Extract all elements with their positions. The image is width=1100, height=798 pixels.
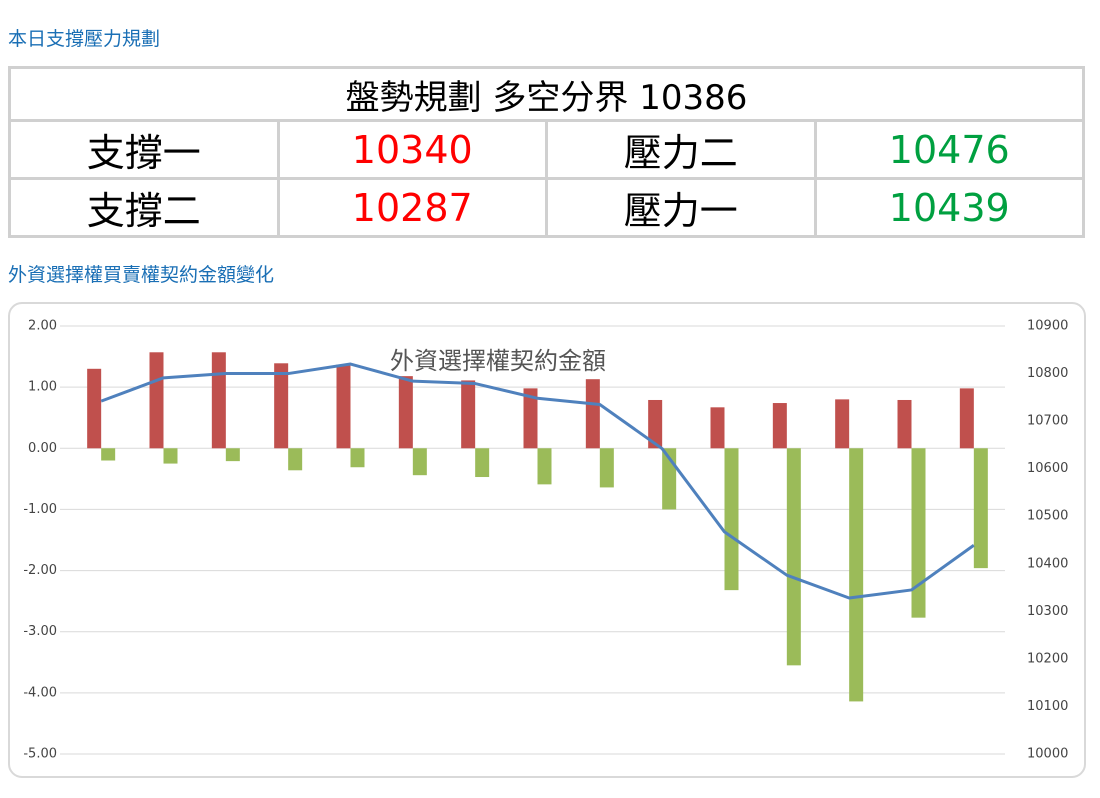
cell: 10476 xyxy=(813,119,1085,180)
bar xyxy=(599,448,614,488)
bar xyxy=(710,407,725,449)
cell: 10340 xyxy=(276,119,548,180)
header-title: 本日支撐壓力規劃 xyxy=(8,28,161,50)
bar xyxy=(336,364,351,449)
y-tick-label: -4.00 xyxy=(23,685,57,700)
cell: 壓力一 xyxy=(545,177,817,238)
bar xyxy=(149,352,164,449)
y2-tick-label: 10400 xyxy=(1027,556,1068,571)
bar xyxy=(87,368,102,449)
bar xyxy=(412,448,427,476)
y-tick-label: 0.00 xyxy=(28,441,57,456)
bar xyxy=(772,403,787,449)
bar xyxy=(398,376,413,449)
bar xyxy=(225,448,240,462)
y2-tick-label: 10800 xyxy=(1027,366,1068,381)
cell: 壓力二 xyxy=(545,119,817,180)
bar xyxy=(274,363,289,449)
y2-tick-label: 10700 xyxy=(1027,414,1068,429)
bar xyxy=(724,448,739,591)
section-title: 外資選擇權買賣權契約金額變化 xyxy=(8,264,275,286)
cell: 支撐二 xyxy=(8,177,280,238)
bar xyxy=(648,399,663,449)
chart-title: 外資選擇權契約金額 xyxy=(390,347,606,375)
bar xyxy=(973,448,988,569)
bar xyxy=(849,448,864,702)
bar xyxy=(786,448,801,666)
y-tick-label: -3.00 xyxy=(23,624,57,639)
line xyxy=(100,362,975,600)
cell: 支撐一 xyxy=(8,119,280,180)
cell: 10439 xyxy=(813,177,1085,238)
y-tick-label: 2.00 xyxy=(28,319,57,334)
bar xyxy=(897,399,912,449)
table-title: 盤勢規劃 多空分界 10386 xyxy=(8,66,1085,122)
bar xyxy=(911,448,926,618)
y-tick-label: -5.00 xyxy=(23,747,57,762)
bar xyxy=(101,448,116,461)
bar xyxy=(537,448,552,485)
y-tick-label: -1.00 xyxy=(23,502,57,517)
plan-table: 盤勢規劃 多空分界 10386 支撐一 10340 壓力二 10476 支撐二 … xyxy=(8,66,1085,238)
bar xyxy=(461,380,476,449)
y-tick-label: 1.00 xyxy=(28,380,57,395)
y2-tick-label: 10200 xyxy=(1027,651,1068,666)
bar xyxy=(585,379,600,449)
bar xyxy=(835,399,850,449)
y2-tick-label: 10500 xyxy=(1027,509,1068,524)
bar xyxy=(288,448,303,471)
bar xyxy=(350,448,365,468)
y2-tick-label: 10300 xyxy=(1027,604,1068,619)
y-tick-label: -2.00 xyxy=(23,563,57,578)
y2-tick-label: 10600 xyxy=(1027,461,1068,476)
bar xyxy=(959,388,974,449)
bar xyxy=(475,448,490,478)
y2-tick-label: 10100 xyxy=(1027,699,1068,714)
chart-box xyxy=(8,302,1086,778)
bar xyxy=(163,448,178,464)
bar xyxy=(211,352,226,449)
cell: 10287 xyxy=(276,177,548,238)
bar xyxy=(523,388,538,449)
y2-tick-label: 10000 xyxy=(1027,747,1068,762)
y2-tick-label: 10900 xyxy=(1027,319,1068,334)
